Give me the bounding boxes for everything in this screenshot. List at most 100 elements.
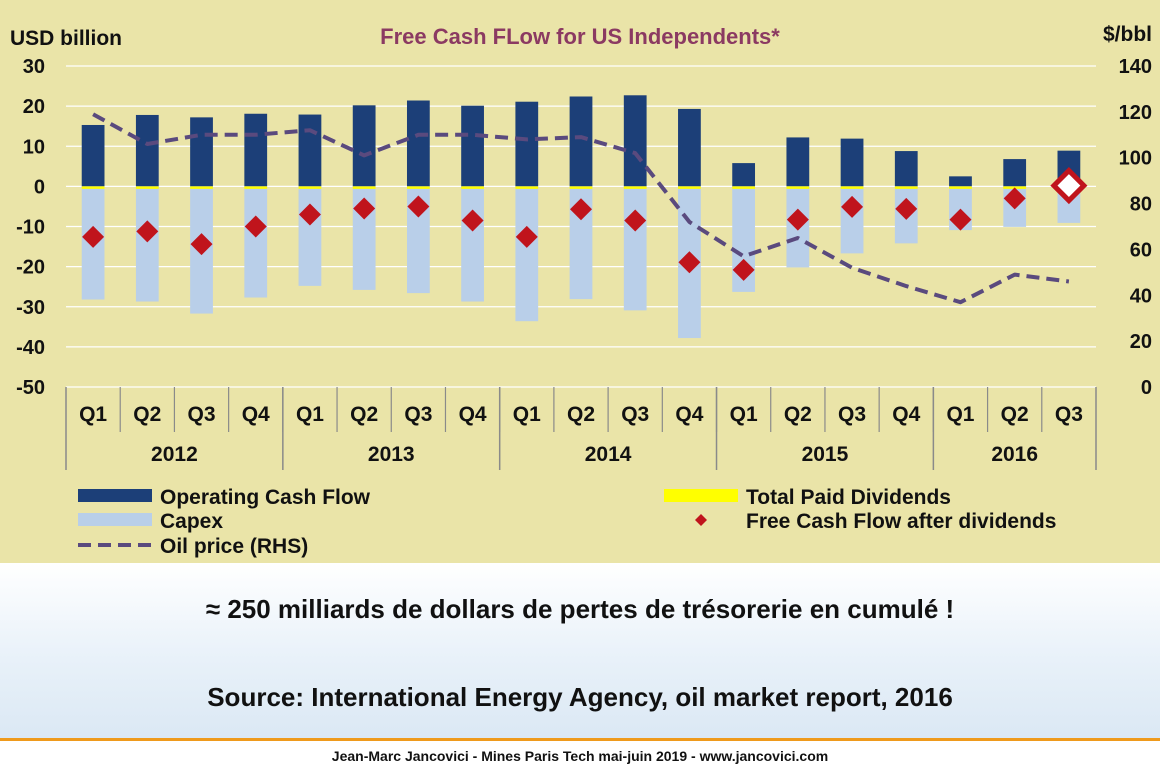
free-cash-flow-marker	[678, 251, 701, 274]
y-right-tick-label: 80	[1130, 194, 1152, 216]
line-layer	[92, 112, 1070, 305]
operating-cash-flow-bar	[244, 113, 268, 187]
operating-cash-flow-bar	[678, 108, 701, 187]
dividends-bar	[190, 186, 213, 189]
footer-text: Jean-Marc Jancovici - Mines Paris Tech m…	[331, 748, 829, 764]
footer-rule	[0, 738, 1160, 741]
capex-bar	[623, 186, 647, 311]
dividends-bar	[135, 186, 159, 189]
chart-svg: 3020100-10-20-30-40-50140120100806040200…	[10, 23, 1152, 558]
quarter-tick-label: Q4	[892, 403, 920, 426]
operating-cash-flow-bar	[515, 101, 539, 187]
dividends-bar	[461, 186, 484, 189]
legend-label: Free Cash Flow after dividends	[746, 510, 1056, 533]
y-right-tick-label: 60	[1130, 239, 1152, 261]
operating-cash-flow-bar	[840, 138, 864, 187]
quarter-tick-label: Q1	[513, 403, 541, 426]
capex-bar	[244, 186, 268, 298]
operating-cash-flow-bar	[135, 114, 159, 187]
caption-main: ≈ 250 milliards de dollars de pertes de …	[205, 594, 955, 624]
y-left-axis-label: USD billion	[10, 27, 122, 50]
dividends-bar	[569, 186, 593, 189]
dividends-bar	[352, 186, 376, 189]
y-left-tick-label: 30	[23, 56, 45, 78]
free-cash-flow-marker	[190, 233, 213, 256]
free-cash-flow-marker	[570, 198, 592, 221]
dividends-bar	[894, 186, 918, 189]
dividends-bar	[678, 186, 701, 189]
y-right-tick-label: 0	[1141, 377, 1152, 399]
legend-layer: Operating Cash Flow Total Paid Dividends C…	[78, 486, 1056, 558]
free-cash-flow-marker	[895, 197, 918, 220]
axis-layer: 3020100-10-20-30-40-50140120100806040200…	[16, 56, 1152, 470]
quarter-tick-label: Q1	[730, 403, 758, 426]
y-left-tick-label: -10	[16, 217, 45, 239]
capex-bar	[135, 186, 159, 302]
year-tick-label: 2013	[368, 443, 415, 466]
chart-panel: 30 20 10 0 -10 -20 -30 -40 -50 140 120 100 80 60 40 20 0…	[0, 0, 1160, 563]
quarter-tick-label: Q3	[838, 403, 866, 426]
free-cash-flow-marker	[353, 197, 376, 220]
dividends-bar	[406, 186, 430, 189]
chart-title: Free Cash FLow for US Independents*	[380, 24, 780, 49]
capex-bar	[298, 186, 322, 286]
legend-label: Oil price (RHS)	[160, 535, 308, 558]
quarter-tick-label: Q1	[946, 403, 974, 426]
caption-area: ≈ 250 milliards de dollars de pertes de …	[0, 563, 1160, 738]
capex-bar	[461, 186, 484, 302]
year-tick-label: 2012	[151, 443, 198, 466]
quarter-tick-label: Q3	[1055, 403, 1083, 426]
free-cash-flow-marker	[949, 208, 972, 231]
dividends-bar	[81, 186, 105, 189]
quarter-tick-label: Q4	[675, 403, 703, 426]
quarter-tick-label: Q3	[188, 403, 216, 426]
legend-label: Capex	[160, 510, 223, 533]
y-left-tick-label: -40	[16, 337, 45, 359]
quarter-tick-label: Q2	[1001, 403, 1029, 426]
y-right-tick-label: 100	[1119, 148, 1152, 170]
operating-cash-flow-bar	[352, 105, 376, 187]
free-cash-flow-marker	[786, 208, 809, 231]
free-cash-flow-marker	[82, 225, 105, 248]
operating-cash-flow-bar	[894, 151, 918, 187]
dividends-bar	[515, 186, 539, 189]
marker-layer	[82, 167, 1088, 281]
bar-layer	[81, 95, 1081, 339]
quarter-tick-label: Q2	[567, 403, 595, 426]
y-left-tick-label: -50	[16, 377, 45, 399]
y-left-tick-label: 20	[23, 96, 45, 118]
operating-cash-flow-bar	[190, 117, 213, 187]
dividends-bar	[786, 186, 810, 189]
y-right-tick-label: 120	[1119, 102, 1152, 124]
year-tick-label: 2016	[991, 443, 1038, 466]
operating-cash-flow-bar	[1003, 159, 1027, 187]
quarter-tick-label: Q3	[621, 403, 649, 426]
capex-bar	[569, 186, 593, 300]
quarter-tick-label: Q1	[79, 403, 107, 426]
free-cash-flow-marker	[515, 225, 538, 248]
free-cash-flow-marker	[461, 209, 484, 232]
operating-cash-flow-bar	[786, 137, 810, 187]
quarter-tick-label: Q1	[296, 403, 324, 426]
free-cash-flow-marker	[244, 215, 267, 238]
operating-cash-flow-bar	[81, 124, 105, 187]
dividends-bar	[732, 186, 756, 189]
free-cash-flow-marker	[298, 203, 321, 226]
legend-swatch	[78, 489, 152, 502]
quarter-tick-label: Q3	[404, 403, 432, 426]
legend-swatch	[78, 513, 152, 526]
caption-source: Source: International Energy Agency, oil…	[207, 682, 953, 712]
year-tick-label: 2015	[802, 443, 849, 466]
y-left-tick-label: -20	[16, 257, 45, 279]
quarter-tick-label: Q4	[242, 403, 270, 426]
dividends-bar	[840, 186, 864, 189]
dividends-bar	[298, 186, 322, 189]
capex-bar	[406, 186, 430, 294]
free-cash-flow-marker	[1003, 187, 1026, 210]
quarter-tick-label: Q2	[784, 403, 812, 426]
y-right-tick-label: 20	[1130, 331, 1152, 353]
legend-swatch	[695, 514, 707, 526]
free-cash-flow-marker	[136, 220, 159, 243]
legend-swatch	[664, 489, 738, 502]
operating-cash-flow-bar	[949, 176, 972, 187]
